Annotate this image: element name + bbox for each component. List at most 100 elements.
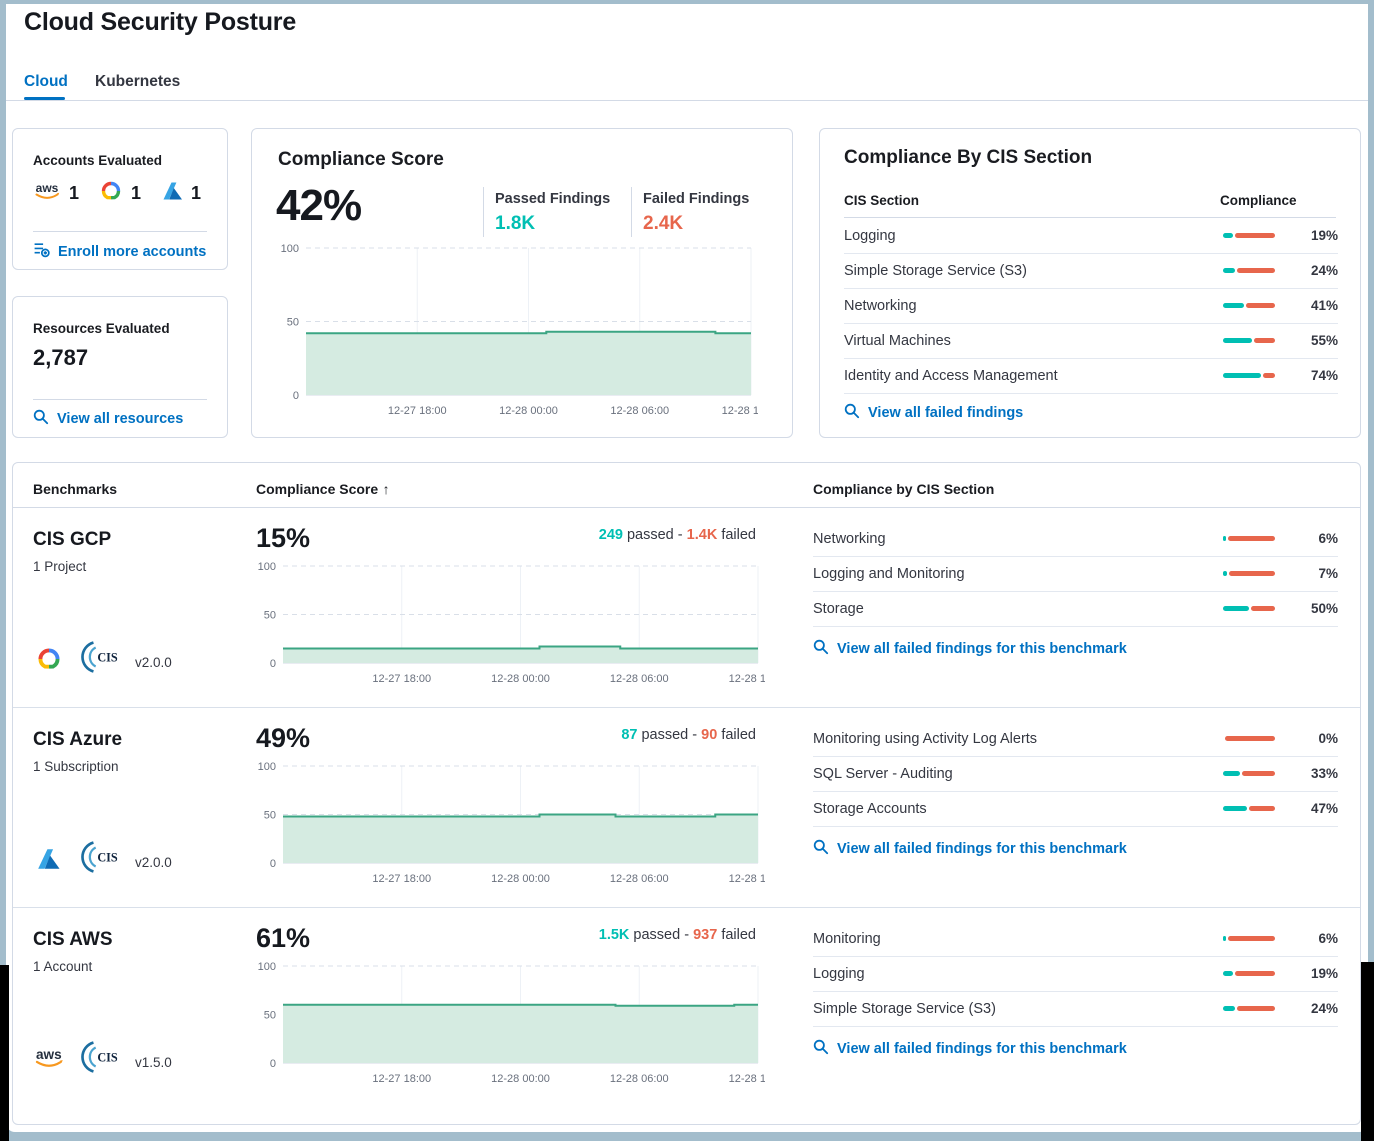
cis-section-row: Identity and Access Management 74% [844,358,1338,394]
compliance-bar [1223,606,1275,611]
svg-text:12-27 18:00: 12-27 18:00 [388,405,447,417]
svg-text:12-28 06:00: 12-28 06:00 [610,673,669,685]
svg-text:100: 100 [258,761,276,773]
svg-text:12-28 12:00: 12-28 12:00 [722,405,758,417]
compliance-score-value: 42% [276,181,362,230]
cis-aws-trend-chart[interactable]: 0 50 100 12-27 18:00 12-28 00:00 12-28 06:00 1… [253,959,765,1091]
search-icon [844,403,860,423]
svg-text:0: 0 [293,390,299,402]
stat-divider [631,187,632,237]
row-divider [13,907,1360,908]
svg-text:12-28 12:00: 12-28 12:00 [729,1073,765,1085]
passed-failed-summary: 249 passed - 1.4K failed [598,527,756,543]
passed-findings-value: 1.8K [495,213,536,234]
svg-text:aws: aws [36,181,59,195]
svg-text:12-28 00:00: 12-28 00:00 [499,405,558,417]
cis-gcp-trend-chart[interactable]: 0 50 100 12-27 18:00 12-28 00:00 12-28 06:00 1… [253,559,765,691]
gcp-icon [33,645,65,678]
svg-text:50: 50 [264,610,276,622]
cis-section-row: Logging 19% [813,956,1338,992]
benchmarks-column-header: Benchmarks [33,481,118,497]
compliance-bar [1223,268,1275,273]
svg-text:0: 0 [270,1058,276,1070]
view-failed-findings-benchmark-link[interactable]: View all failed findings for this benchm… [813,639,1127,659]
aws-icon: aws [33,1045,67,1076]
stat-divider [483,187,484,237]
compliance-score-column-header[interactable]: Compliance Score ↑ [256,481,390,497]
row-divider [13,707,1360,708]
compliance-bar [1223,806,1275,811]
view-failed-findings-benchmark-link[interactable]: View all failed findings for this benchm… [813,1039,1127,1059]
cis-logo: CIS [79,837,119,882]
table-header-divider [844,217,1336,218]
search-icon [33,409,49,429]
svg-text:100: 100 [281,243,299,255]
benchmark-row-cis-aws: CIS AWS 1 Account aws CIS v1.5.0 61% 1.5… [13,907,1360,1125]
benchmarks-panel: Benchmarks Compliance Score ↑ Compliance… [12,462,1361,1125]
svg-text:12-28 12:00: 12-28 12:00 [729,873,765,885]
cis-section-row: Simple Storage Service (S3) 24% [813,991,1338,1027]
tab-cloud[interactable]: Cloud [24,73,68,90]
resources-evaluated-card: Resources Evaluated 2,787 View all resou… [12,296,228,438]
svg-text:12-28 12:00: 12-28 12:00 [729,673,765,685]
accounts-evaluated-title: Accounts Evaluated [33,153,163,168]
search-icon [813,1039,829,1059]
card-divider [33,399,207,400]
view-all-failed-findings-link[interactable]: View all failed findings [844,403,1023,423]
benchmark-row-cis-gcp: CIS GCP 1 Project CIS v2.0.0 15% 249 pas… [13,507,1360,707]
desktop-background-right [1361,962,1374,1141]
aws-account-count: aws 1 [33,180,79,207]
compliance-bar [1223,338,1275,343]
cis-section-row: Monitoring using Activity Log Alerts 0% [813,721,1338,757]
failed-findings-value: 2.4K [643,213,684,234]
search-icon [813,839,829,859]
azure-account-count: 1 [159,179,201,208]
compliance-bar [1223,536,1275,541]
svg-text:aws: aws [36,1047,62,1062]
view-failed-findings-benchmark-link[interactable]: View all failed findings for this benchm… [813,839,1127,859]
cis-logo: CIS [79,637,119,682]
page-title: Cloud Security Posture [24,8,297,36]
svg-text:12-27 18:00: 12-27 18:00 [372,673,431,685]
gcp-account-count: 1 [97,179,141,208]
azure-icon [33,845,63,878]
compliance-bar [1223,303,1275,308]
svg-text:100: 100 [258,561,276,573]
compliance-score-trend-chart[interactable]: 0 50 100 12-27 18:00 12-28 00:00 12-28 06:00 1… [276,241,758,423]
cis-section-row: SQL Server - Auditing 33% [813,756,1338,792]
compliance-bar [1223,233,1275,238]
tabs-divider [6,100,1368,101]
svg-text:100: 100 [258,961,276,973]
enroll-more-accounts-link[interactable]: Enroll more accounts [33,241,206,262]
svg-text:12-27 18:00: 12-27 18:00 [372,873,431,885]
cis-section-column-header: CIS Section [844,193,920,208]
passed-failed-summary: 87 passed - 90 failed [621,727,756,743]
compliance-bar [1223,936,1275,941]
svg-text:12-28 00:00: 12-28 00:00 [491,873,550,885]
benchmark-version: v2.0.0 [135,855,172,870]
view-all-resources-link[interactable]: View all resources [33,409,183,429]
svg-text:12-28 00:00: 12-28 00:00 [491,1073,550,1085]
accounts-evaluated-card: Accounts Evaluated aws 1 1 1 Enroll more… [12,128,228,270]
passed-failed-summary: 1.5K passed - 937 failed [598,927,756,943]
svg-text:0: 0 [270,658,276,670]
compliance-bar [1223,971,1275,976]
cis-section-row: Storage 50% [813,591,1338,627]
resources-evaluated-value: 2,787 [33,345,89,370]
card-divider [33,231,207,232]
svg-text:50: 50 [287,317,299,329]
tab-kubernetes[interactable]: Kubernetes [95,73,181,90]
cis-azure-trend-chart[interactable]: 0 50 100 12-27 18:00 12-28 00:00 12-28 06:00 1… [253,759,765,891]
compliance-bar [1223,1006,1275,1011]
svg-text:50: 50 [264,1010,276,1022]
svg-text:CIS: CIS [97,850,118,864]
resources-evaluated-title: Resources Evaluated [33,321,170,336]
svg-text:12-28 06:00: 12-28 06:00 [610,405,669,417]
search-icon [813,639,829,659]
cis-section-row: Networking 6% [813,521,1338,557]
active-tab-underline [24,97,65,100]
compliance-bar [1223,771,1275,776]
passed-findings-label: Passed Findings [495,191,611,207]
svg-text:12-27 18:00: 12-27 18:00 [372,1073,431,1085]
